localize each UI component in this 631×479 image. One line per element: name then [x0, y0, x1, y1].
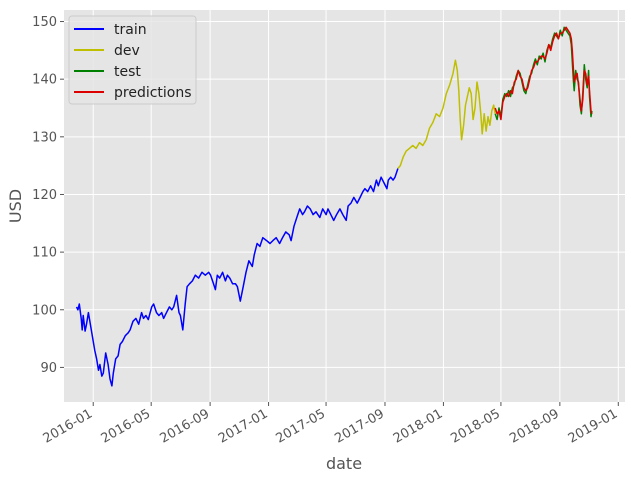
y-tick-label: 120	[32, 188, 57, 203]
y-axis-ticks: 90 100 110 120 130 140 150	[32, 15, 64, 376]
series-layer	[75, 26, 593, 387]
x-tick-label: 2016-05	[99, 406, 154, 446]
legend-box	[68, 15, 197, 105]
x-axis-label: date	[326, 454, 362, 473]
legend-label-test: test	[114, 64, 141, 80]
x-tick-label: 2017-01	[216, 406, 271, 446]
x-tick-label: 2017-09	[332, 406, 387, 446]
series-line-predictions	[494, 26, 593, 121]
x-tick-label: 2017-05	[274, 406, 329, 446]
legend: train dev test predictions	[68, 15, 197, 105]
x-tick-label: 2018-05	[448, 406, 503, 446]
x-tick-label: 2016-01	[41, 406, 96, 446]
x-tick-label: 2018-01	[391, 406, 446, 446]
x-axis-ticks: 2016-01 2016-05 2016-09 2017-01 2017-05 2017-…	[41, 402, 621, 447]
y-tick-label: 90	[40, 361, 57, 376]
y-tick-label: 130	[32, 130, 57, 145]
x-tick-label: 2016-09	[158, 406, 213, 446]
y-axis-label: USD	[6, 189, 25, 223]
series-line-train	[75, 168, 399, 387]
y-tick-label: 110	[32, 246, 57, 261]
x-tick-label: 2018-09	[507, 406, 562, 446]
series-line-dev	[397, 59, 496, 169]
x-tick-label: 2019-01	[566, 406, 621, 446]
y-tick-label: 140	[32, 73, 57, 88]
legend-label-dev: dev	[114, 43, 140, 59]
y-tick-label: 100	[32, 303, 57, 318]
legend-label-train: train	[114, 22, 147, 38]
y-tick-label: 150	[32, 15, 57, 30]
legend-label-predictions: predictions	[114, 85, 192, 101]
